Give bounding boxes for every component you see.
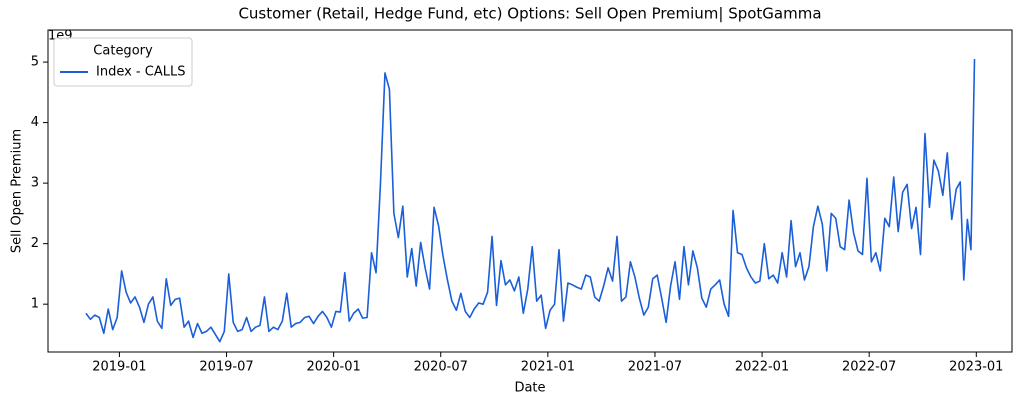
y-tick-label: 3 [31,176,39,191]
y-tick-label: 2 [31,236,39,251]
x-axis-label: Date [514,381,545,396]
x-tick-label: 2020-01 [306,360,360,375]
x-tick-label: 2021-07 [628,360,682,375]
x-tick-label: 2019-01 [92,360,146,375]
y-tick-label: 4 [31,115,39,130]
legend-label: Index - CALLS [96,65,185,80]
x-tick-label: 2022-07 [842,360,896,375]
x-tick-label: 2022-01 [735,360,789,375]
x-tick-label: 2021-01 [521,360,575,375]
y-tick-label: 5 [31,55,39,70]
x-tick-label: 2020-07 [414,360,468,375]
legend-title: Category [93,44,153,59]
x-tick-label: 2019-07 [199,360,253,375]
y-axis-label: Sell Open Premium [10,129,25,253]
data-line [85,59,976,343]
chart-title: Customer (Retail, Hedge Fund, etc) Optio… [238,5,821,23]
plot-frame [47,29,1013,353]
y-tick-label: 1 [31,297,39,312]
x-tick-label: 2023-01 [949,360,1003,375]
legend-box [53,37,193,87]
